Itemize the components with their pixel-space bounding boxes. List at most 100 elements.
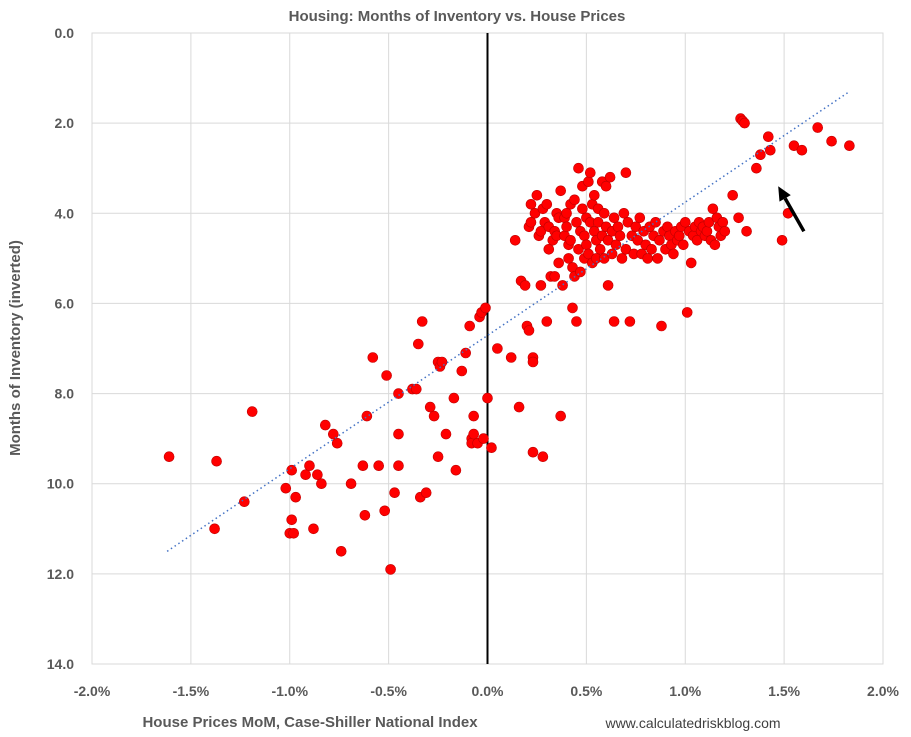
data-point xyxy=(482,392,493,404)
data-point xyxy=(428,410,440,422)
data-point xyxy=(575,266,586,278)
data-point xyxy=(717,217,729,228)
data-point xyxy=(727,190,739,201)
data-point xyxy=(316,478,327,490)
data-point xyxy=(584,167,596,178)
data-point xyxy=(573,244,584,255)
data-point xyxy=(379,505,391,517)
data-point xyxy=(335,545,347,557)
data-point xyxy=(345,478,357,490)
data-point xyxy=(610,239,622,251)
data-point xyxy=(598,253,610,264)
x-axis-ticks: -2.0% -1.5% -1.0% -0.5% 0.0% 0.5% 1.0% 1.5% 2.0% xyxy=(74,683,900,699)
data-point xyxy=(549,271,561,282)
data-point xyxy=(581,239,592,251)
data-point xyxy=(393,388,404,399)
data-point xyxy=(543,244,555,255)
data-point xyxy=(620,244,632,255)
data-point xyxy=(286,514,298,526)
data-point xyxy=(468,410,480,422)
data-point xyxy=(563,253,574,264)
data-point xyxy=(420,487,432,499)
data-point xyxy=(529,208,541,219)
data-point xyxy=(565,235,576,246)
y-axis-ticks: 0.0 2.0 4.0 6.0 8.0 10.0 12.0 14.0 xyxy=(47,25,74,672)
data-point xyxy=(796,144,808,156)
data-point xyxy=(555,185,567,197)
data-point xyxy=(751,162,762,174)
x-tick-label: 1.0% xyxy=(669,683,701,699)
data-point xyxy=(788,140,800,151)
data-point xyxy=(612,221,624,233)
data-point xyxy=(604,171,616,183)
chart-title: Housing: Months of Inventory vs. House P… xyxy=(289,8,626,25)
data-point xyxy=(450,464,462,476)
data-point xyxy=(359,509,371,521)
data-point xyxy=(537,451,549,463)
x-tick-label: 0.5% xyxy=(570,683,602,699)
data-point xyxy=(685,257,697,269)
data-point xyxy=(211,455,222,467)
x-tick-label: 1.5% xyxy=(768,683,800,699)
data-point xyxy=(614,230,626,242)
y-tick-label: 12.0 xyxy=(47,566,74,582)
data-point xyxy=(327,428,339,440)
data-point xyxy=(389,487,400,499)
data-point xyxy=(673,230,685,242)
data-point xyxy=(583,176,594,187)
data-point xyxy=(709,239,721,251)
data-point xyxy=(812,122,824,133)
y-tick-label: 8.0 xyxy=(55,386,75,402)
data-point xyxy=(541,316,553,327)
data-point xyxy=(668,248,679,260)
data-point xyxy=(523,325,535,336)
data-point xyxy=(553,257,565,269)
data-point xyxy=(654,235,665,246)
data-point xyxy=(622,217,634,228)
data-point xyxy=(652,253,663,264)
x-tick-label: 0.0% xyxy=(472,683,504,699)
data-point xyxy=(280,482,292,494)
data-point xyxy=(624,316,636,327)
data-point xyxy=(642,253,654,264)
data-point xyxy=(468,428,480,440)
data-point xyxy=(844,140,855,151)
data-point xyxy=(598,208,610,219)
data-point xyxy=(656,320,667,332)
data-point xyxy=(650,217,661,228)
data-point xyxy=(286,464,298,476)
data-point xyxy=(557,280,568,291)
data-point xyxy=(618,208,630,219)
data-point xyxy=(448,392,460,404)
data-point xyxy=(440,428,452,440)
data-point xyxy=(571,217,582,228)
y-tick-label: 14.0 xyxy=(47,656,74,672)
data-points xyxy=(163,113,855,575)
data-point xyxy=(361,410,373,422)
data-point xyxy=(304,460,315,472)
data-point xyxy=(535,280,547,291)
data-point xyxy=(764,144,776,156)
data-point xyxy=(416,316,428,327)
data-point xyxy=(600,180,612,192)
data-point xyxy=(594,244,606,255)
data-point xyxy=(630,221,642,233)
data-point xyxy=(300,469,311,481)
arrow-head xyxy=(778,186,791,202)
data-point xyxy=(608,212,620,224)
data-point xyxy=(634,212,646,224)
data-point xyxy=(163,451,175,463)
source-credit: www.calculatedriskblog.com xyxy=(604,715,780,731)
data-point xyxy=(246,406,258,417)
data-point xyxy=(478,433,489,444)
x-tick-label: -1.5% xyxy=(173,683,210,699)
y-tick-label: 6.0 xyxy=(55,295,75,311)
y-axis-label: Months of Inventory (inverted) xyxy=(7,240,24,456)
data-point xyxy=(367,352,379,363)
y-tick-label: 10.0 xyxy=(47,476,74,492)
data-point xyxy=(308,523,319,535)
data-point xyxy=(741,226,752,237)
annotation-arrow xyxy=(778,186,806,233)
